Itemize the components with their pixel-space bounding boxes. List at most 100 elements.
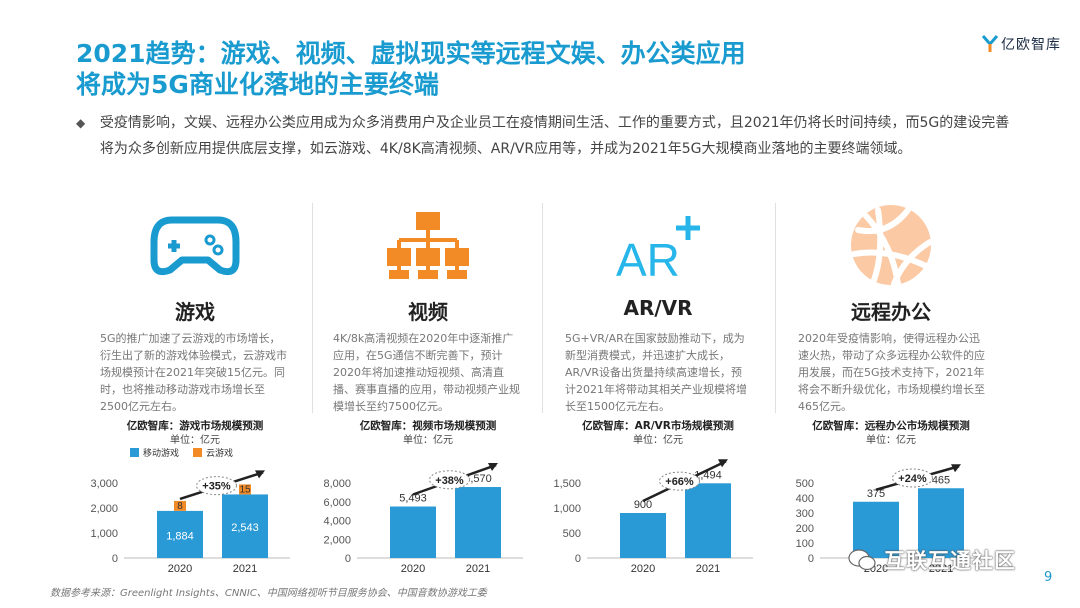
logo-mark-icon (982, 35, 998, 52)
growth-arrow-head (951, 464, 961, 473)
diamond-bullet-icon: ◆ (76, 116, 86, 130)
y-tick-label: 300 (796, 508, 814, 520)
brand-logo: 亿欧智库 (982, 34, 1061, 54)
y-tick-label: 1,000 (90, 528, 118, 540)
x-tick-label: 2021 (466, 563, 490, 575)
chart-legend: 移动游戏 云游戏 (130, 446, 233, 459)
data-source-note: 数据参考来源：Greenlight Insights、CNNIC、中国网络视听节… (50, 588, 487, 599)
legend-item-mobile: 移动游戏 (130, 446, 179, 459)
bar-value-label: 900 (634, 499, 652, 511)
network-globe-icon (776, 202, 1006, 292)
chart-unit: 单位：亿元 (633, 435, 683, 446)
bar-2021 (918, 488, 964, 558)
y-tick-label: 0 (808, 553, 814, 565)
hierarchy-icon (313, 208, 543, 298)
page-number: 9 (1044, 570, 1053, 585)
growth-badge (892, 468, 933, 488)
bar-2021 (455, 487, 501, 558)
logo-text: 亿欧智库 (1001, 37, 1061, 53)
bar-2020 (853, 501, 899, 558)
y-tick-label: 2,000 (323, 534, 351, 546)
bar-2020 (390, 506, 436, 558)
x-tick-label: 2020 (168, 563, 192, 575)
column-remote-office: 远程办公 2020年受疫情影响，使得远程办公迅速火热，带动了众多远程办公软件的应… (776, 200, 1006, 585)
column-divider (542, 203, 543, 413)
column-title: 远程办公 (851, 300, 931, 324)
growth-badge (659, 471, 700, 491)
growth-badge (196, 476, 237, 496)
growth-label: +24% (898, 473, 927, 485)
bar-2020 (620, 513, 666, 558)
chart-title: 亿欧智库：远程办公市场规模预测 (812, 420, 970, 432)
svg-text:AR: AR (616, 234, 680, 282)
growth-label: +66% (665, 476, 694, 488)
growth-label: +38% (435, 475, 464, 487)
wechat-icon (848, 549, 876, 571)
x-tick-label: 2021 (696, 563, 720, 575)
column-description: 5G的推广加速了云游戏的市场增长，衍生出了新的游戏体验模式，云游戏市场规模预计在… (100, 332, 287, 413)
y-tick-label: 0 (575, 553, 581, 565)
growth-badge (429, 470, 470, 490)
x-tick-label: 2020 (401, 563, 425, 575)
y-tick-label: 6,000 (323, 497, 351, 509)
growth-arrow-head (255, 470, 265, 479)
bar-value-label: 1,884 (166, 530, 194, 542)
intro-text: 受疫情影响，文娱、远程办公类应用成为众多消费用户及企业员工在疫情期间生活、工作的… (99, 115, 1010, 157)
column-divider (312, 203, 313, 413)
column-title: 视频 (408, 300, 448, 324)
bar-2021 (685, 483, 731, 558)
page-title: 2021趋势：游戏、视频、虚拟现实等远程文娱、办公类应用 将成为5G商业化落地的… (76, 38, 976, 100)
bar-value-label: 5,493 (399, 493, 427, 505)
y-tick-label: 0 (345, 553, 351, 565)
y-tick-label: 500 (563, 528, 581, 540)
column-description: 5G+VR/AR在国家鼓励推动下，成为新型消费模式，并迅速扩大成长，AR/VR设… (565, 332, 747, 413)
y-tick-label: 1,500 (553, 478, 581, 490)
y-tick-label: 1,000 (553, 503, 581, 515)
chart-unit: 单位：亿元 (866, 435, 916, 446)
y-tick-label: 0 (112, 553, 118, 565)
y-tick-label: 3,000 (90, 478, 118, 490)
intro-paragraph: ◆ 受疫情影响，文娱、远程办公类应用成为众多消费用户及企业员工在疫情期间生活、工… (76, 110, 1016, 162)
x-tick-label: 2021 (929, 563, 953, 575)
bar-value-label: 465 (932, 474, 950, 486)
growth-label: +35% (202, 481, 231, 493)
column-description: 4K/8k高清视频在2020年中逐渐推广应用，在5G通信不断完善下，预计2020… (333, 332, 520, 413)
chart-unit: 单位：亿元 (403, 435, 453, 446)
bar-value-label: 7,570 (464, 473, 492, 485)
bar-segment-2020 (174, 500, 186, 511)
bar-value-label: 375 (867, 488, 885, 500)
title-line-2: 将成为5G商业化落地的主要终端 (76, 70, 439, 99)
video-bar-chart: 0 2,000 4,000 6,000 8,000 5,493 2020 7,570 2021 +… (323, 463, 523, 575)
growth-arrow-head (718, 459, 728, 468)
y-tick-label: 2,000 (90, 503, 118, 515)
y-tick-label: 4,000 (323, 516, 351, 528)
column-title: 游戏 (175, 300, 215, 324)
column-video: 视频 4K/8k高清视频在2020年中逐渐推广应用，在5G通信不断完善下，预计2… (313, 200, 543, 585)
gaming-bar-chart: 0 1,000 2,000 3,000 1,884 8 2020 2,543 15 2021 +35… (90, 470, 290, 575)
column-description: 2020年受疫情影响，使得远程办公迅速火热，带动了众多远程办公软件的应用发展，而… (798, 332, 985, 413)
column-divider (775, 203, 776, 413)
column-gaming: 游戏 5G的推广加速了云游戏的市场增长，衍生出了新的游戏体验模式，云游戏市场规模… (80, 200, 310, 585)
y-tick-label: 500 (796, 478, 814, 490)
bar-2020 (157, 510, 203, 558)
chart-unit: 单位：亿元 (170, 435, 220, 446)
bar-2021 (222, 494, 268, 558)
y-tick-label: 400 (796, 493, 814, 505)
x-tick-label: 2020 (631, 563, 655, 575)
gamepad-icon (80, 206, 310, 296)
bar-segment-value-label: 15 (239, 484, 251, 495)
chart-title: 亿欧智库：AR/VR市场规模预测 (582, 420, 734, 432)
bar-value-label: 2,543 (231, 522, 259, 534)
y-tick-label: 100 (796, 538, 814, 550)
chart-title: 亿欧智库：视频市场规模预测 (359, 420, 497, 432)
watermark: 互联互通社区 (848, 545, 1016, 575)
y-tick-label: 8,000 (323, 478, 351, 490)
title-line-1: 2021趋势：游戏、视频、虚拟现实等远程文娱、办公类应用 (76, 39, 746, 68)
bar-segment-2021 (239, 484, 251, 495)
growth-arrow-head (488, 463, 498, 472)
column-arvr: AR AR/VR 5G+VR/AR在国家鼓励推动下，成为新型消费模式，并迅速扩大… (543, 200, 773, 585)
x-tick-label: 2021 (233, 563, 257, 575)
bar-segment-value-label: 8 (177, 501, 183, 512)
